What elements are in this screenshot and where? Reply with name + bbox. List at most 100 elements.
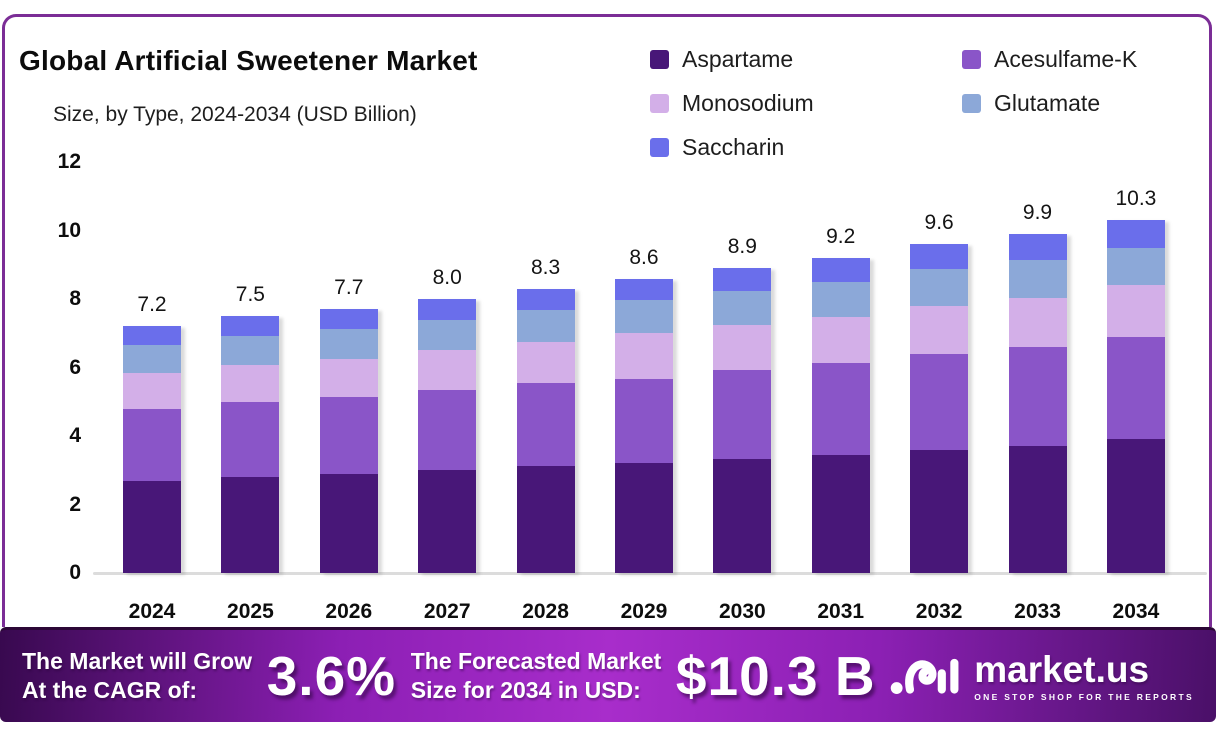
- bar-column: 8.3: [516, 256, 575, 573]
- bar-segment-saccharin: [221, 316, 280, 337]
- cagr-value: 3.6%: [266, 645, 397, 707]
- chart-card: Global Artificial Sweetener Market Size,…: [2, 14, 1212, 627]
- bar-segment-aspartame: [123, 480, 181, 573]
- bar-segment-acesulfame-k: [910, 353, 969, 450]
- x-axis-labels: 2024 2025 2026 2027 2028 2029 2030 2031 2032 2033…: [123, 600, 1165, 624]
- bar-segment-acesulfame-k: [713, 369, 772, 459]
- x-tick-label: 2028: [522, 600, 569, 623]
- bar-stack: 8.3: [516, 256, 575, 573]
- bar-segment-glutamate: [319, 329, 378, 359]
- x-tick-label: 2034: [1112, 600, 1160, 623]
- bar-segment-monosodium: [811, 317, 870, 364]
- bar-total-label: 9.9: [1022, 200, 1053, 224]
- bar-stack: 7.7: [319, 276, 378, 573]
- bar-segment-saccharin: [319, 309, 378, 330]
- bar-total-label: 7.5: [235, 283, 265, 307]
- bar-column: 7.2: [123, 293, 181, 573]
- legend-marker: [650, 138, 669, 157]
- brand-name: market.us: [974, 648, 1150, 690]
- bar-total-label: 10.3: [1115, 187, 1157, 211]
- legend-label: Aspartame: [682, 46, 794, 72]
- bar-column: 8.0: [418, 266, 477, 573]
- bar-stack: 7.5: [221, 283, 280, 573]
- cagr-label-line2: At the CAGR of:: [22, 677, 198, 703]
- bar-segment-saccharin: [614, 278, 673, 301]
- y-tick-label: 10: [57, 218, 81, 242]
- bar-column: 9.2: [811, 225, 870, 573]
- bar-segment-aspartame: [713, 458, 772, 573]
- bar-segment-monosodium: [614, 333, 673, 379]
- y-tick-label: 4: [69, 424, 81, 447]
- legend-label: Saccharin: [682, 134, 785, 160]
- chart-subtitle: Size, by Type, 2024-2034 (USD Billion): [53, 103, 417, 126]
- bar-segment-glutamate: [516, 310, 575, 342]
- bar-column: 9.6: [910, 211, 969, 573]
- legend-marker: [650, 94, 669, 113]
- bar-total-label: 8.9: [727, 235, 757, 259]
- bar-segment-saccharin: [516, 288, 575, 311]
- forecast-label-line2: Size for 2034 in USD:: [410, 677, 641, 703]
- x-tick-label: 2032: [915, 600, 963, 623]
- bar-segment-monosodium: [221, 364, 280, 402]
- forecast-label-line1: The Forecasted Market: [410, 648, 662, 674]
- x-tick-label: 2025: [227, 600, 274, 623]
- bar-segment-saccharin: [811, 257, 870, 283]
- x-tick-label: 2026: [325, 600, 373, 623]
- bar-segment-acesulfame-k: [811, 363, 870, 455]
- bar-segment-acesulfame-k: [516, 383, 575, 467]
- bar-segment-aspartame: [221, 476, 280, 573]
- bar-segment-saccharin: [910, 244, 969, 270]
- bar-segment-acesulfame-k: [1106, 336, 1165, 440]
- forecast-value: $10.3 B: [675, 645, 876, 707]
- bar-segment-monosodium: [713, 325, 772, 370]
- x-tick-label: 2029: [620, 600, 668, 623]
- legend-item: Glutamate: [962, 90, 1137, 117]
- bar-segment-aspartame: [614, 463, 673, 573]
- bar-segment-acesulfame-k: [614, 378, 673, 464]
- bar-column: 7.5: [221, 283, 280, 573]
- legend-label: Glutamate: [994, 90, 1101, 116]
- bar-total-label: 7.2: [137, 293, 167, 317]
- bar-segment-aspartame: [1008, 445, 1067, 573]
- bar-segment-monosodium: [910, 305, 969, 354]
- bar-segment-glutamate: [614, 300, 673, 334]
- y-tick-label: 6: [69, 355, 81, 379]
- bar-segment-glutamate: [811, 282, 870, 318]
- bar-column: 8.9: [713, 235, 772, 573]
- x-tick-label: 2030: [718, 600, 766, 623]
- market-us-icon: [890, 648, 964, 705]
- bar-segment-acesulfame-k: [1008, 346, 1067, 446]
- bar-segment-acesulfame-k: [418, 390, 477, 471]
- bar-total-label: 7.7: [334, 276, 364, 300]
- chart-title: Global Artificial Sweetener Market: [19, 45, 478, 76]
- bar-segment-acesulfame-k: [123, 408, 181, 481]
- bar-total-label: 8.3: [530, 255, 561, 279]
- bar-stack: 8.0: [418, 266, 477, 573]
- bars-row: 7.2 7.5 7.7 8.0 8.3 8.6 8.9 9.2 9.6 9.9 10.3: [123, 157, 1165, 573]
- forecast-label: The Forecasted Market Size for 2034 in U…: [411, 647, 662, 705]
- bar-segment-aspartame: [1106, 439, 1165, 573]
- x-tick-label: 2027: [423, 600, 471, 623]
- legend-label: Acesulfame-K: [994, 46, 1138, 72]
- bar-segment-monosodium: [418, 350, 477, 391]
- bar-segment-glutamate: [1008, 259, 1067, 298]
- bar-stack: 7.2: [123, 293, 181, 573]
- bar-stack: 9.6: [910, 211, 969, 573]
- legend-item: Acesulfame-K: [962, 46, 1137, 73]
- bar-stack: 9.2: [811, 225, 870, 573]
- bar-stack: 8.9: [713, 235, 772, 573]
- legend-item: Saccharin: [650, 134, 962, 161]
- brand-logo: market.us ONE STOP SHOP FOR THE REPORTS: [890, 648, 1194, 705]
- y-tick-label: 0: [69, 561, 81, 584]
- bar-segment-saccharin: [418, 298, 477, 320]
- bar-stack: 9.9: [1008, 201, 1067, 573]
- bar-segment-aspartame: [516, 466, 575, 573]
- bar-total-label: 9.2: [826, 224, 856, 248]
- bar-segment-glutamate: [221, 336, 280, 365]
- legend: Aspartame Acesulfame-K Monosodium Glutamate…: [650, 46, 1137, 161]
- bar-segment-aspartame: [811, 454, 870, 573]
- y-tick-label: 2: [69, 492, 81, 516]
- bar-segment-aspartame: [319, 474, 378, 573]
- x-tick-label: 2024: [128, 600, 176, 623]
